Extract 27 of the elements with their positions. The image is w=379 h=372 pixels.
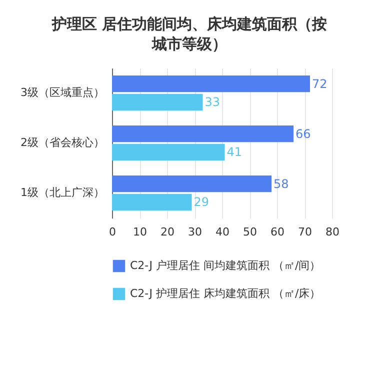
data-label: 72 bbox=[312, 76, 328, 91]
y-tick-label: 3级（区域重点） bbox=[20, 86, 104, 99]
bar bbox=[112, 144, 225, 160]
x-tick-label: 0 bbox=[109, 226, 116, 238]
legend-label: C2-J 户理居住 间均建筑面积 （㎡/间） bbox=[130, 259, 321, 272]
data-label: 58 bbox=[274, 176, 289, 191]
bar bbox=[112, 194, 192, 210]
x-tick-label: 60 bbox=[270, 226, 284, 238]
y-tick-label: 1级（北上广深） bbox=[20, 186, 104, 199]
chart-title: 护理区 居住功能间均、床均建筑面积（按城市等级） bbox=[50, 14, 328, 54]
x-tick-label: 30 bbox=[188, 226, 202, 238]
x-tick-label: 80 bbox=[326, 226, 340, 238]
x-tick-label: 40 bbox=[216, 226, 230, 238]
data-label: 41 bbox=[226, 145, 242, 160]
bar bbox=[112, 76, 310, 92]
y-tick-label: 2级（省会核心） bbox=[20, 136, 104, 149]
x-tick-label: 20 bbox=[160, 226, 174, 238]
x-tick-label: 10 bbox=[133, 226, 147, 238]
bar bbox=[112, 94, 203, 110]
data-label: 66 bbox=[296, 126, 311, 141]
legend-label: C2-J 护理居住 床均建筑面积 （㎡/床） bbox=[130, 287, 321, 300]
x-tick-label: 70 bbox=[298, 226, 312, 238]
x-tick-label: 50 bbox=[243, 226, 257, 238]
bar bbox=[112, 126, 294, 142]
data-label: 33 bbox=[204, 95, 220, 110]
bar bbox=[112, 176, 272, 192]
data-label: 29 bbox=[194, 195, 210, 210]
